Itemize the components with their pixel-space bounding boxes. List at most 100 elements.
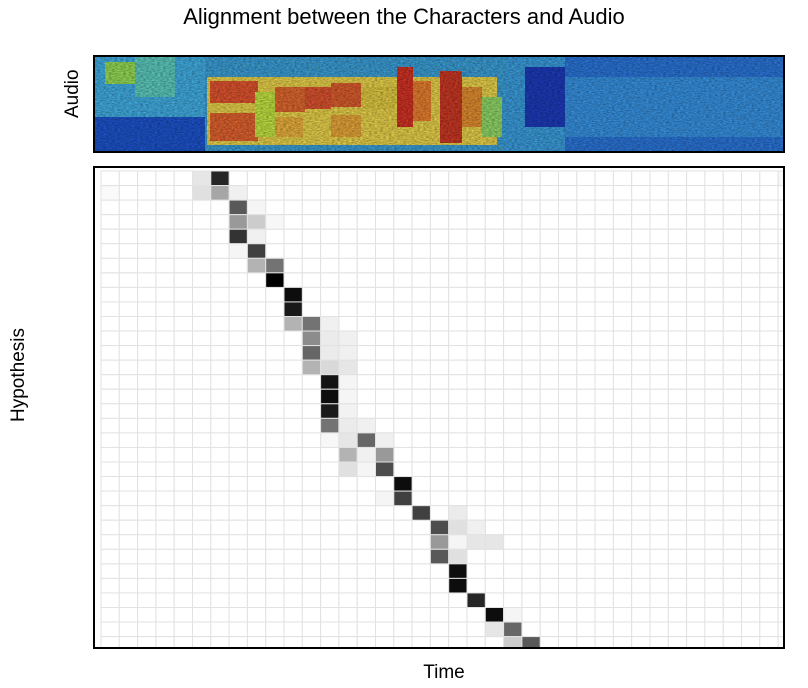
grid-cell xyxy=(173,592,193,609)
grid-cell xyxy=(411,345,431,361)
grid-cell xyxy=(759,403,779,419)
grid-cell xyxy=(503,185,523,201)
grid-cell xyxy=(649,548,669,565)
grid-cell xyxy=(521,330,541,347)
grid-cell xyxy=(576,636,596,647)
grid-cell xyxy=(576,592,596,609)
grid-cell xyxy=(686,403,706,419)
grid-cell xyxy=(192,505,212,521)
grid-cell xyxy=(484,490,505,507)
grid-cell xyxy=(265,374,285,390)
grid-cell xyxy=(100,607,120,623)
grid-cell xyxy=(722,548,743,565)
grid-cell xyxy=(155,636,175,647)
grid-cell xyxy=(777,257,783,274)
grid-cell xyxy=(521,476,541,492)
grid-cell xyxy=(741,621,761,638)
grid-cell xyxy=(539,476,560,492)
grid-cell xyxy=(118,330,139,347)
grid-cell xyxy=(576,417,596,434)
grid-cell xyxy=(100,577,120,594)
grid-cell xyxy=(521,417,541,434)
grid-cell xyxy=(429,243,450,259)
grid-cell xyxy=(228,592,248,609)
grid-cell xyxy=(759,621,779,638)
grid-cell xyxy=(631,214,651,230)
grid-cell xyxy=(393,505,413,521)
grid-cell xyxy=(192,374,212,390)
grid-cell xyxy=(631,577,651,594)
grid-cell xyxy=(631,563,651,579)
alignment-cell xyxy=(265,214,285,230)
grid-cell xyxy=(448,316,468,332)
grid-cell xyxy=(320,185,340,201)
grid-cell xyxy=(576,403,596,419)
alignment-cell xyxy=(466,592,486,609)
grid-cell xyxy=(393,243,413,259)
grid-cell xyxy=(265,636,285,647)
grid-cell xyxy=(539,490,560,507)
heatmap-grid xyxy=(100,170,783,647)
grid-cell xyxy=(393,563,413,579)
grid-cell xyxy=(429,286,450,303)
grid-cell xyxy=(558,330,578,347)
grid-cell xyxy=(356,170,377,187)
grid-cell xyxy=(759,199,779,216)
grid-cell xyxy=(173,417,193,434)
alignment-cell xyxy=(484,621,505,638)
grid-cell xyxy=(393,388,413,405)
grid-cell xyxy=(448,403,468,419)
grid-cell xyxy=(539,607,560,623)
grid-cell xyxy=(521,490,541,507)
grid-cell xyxy=(228,476,248,492)
grid-cell xyxy=(759,170,779,187)
grid-cell xyxy=(521,388,541,405)
grid-cell xyxy=(649,345,669,361)
grid-cell xyxy=(631,286,651,303)
alignment-cell xyxy=(393,490,413,507)
grid-cell xyxy=(667,592,688,609)
grid-cell xyxy=(576,577,596,594)
grid-cell xyxy=(521,316,541,332)
grid-cell xyxy=(484,461,505,478)
grid-cell xyxy=(484,170,505,187)
alignment-cell xyxy=(503,621,523,638)
grid-cell xyxy=(722,621,743,638)
grid-cell xyxy=(777,388,783,405)
grid-cell xyxy=(210,446,230,463)
grid-cell xyxy=(338,214,358,230)
grid-cell xyxy=(503,446,523,463)
grid-cell xyxy=(283,272,303,288)
grid-cell xyxy=(704,359,724,376)
grid-cell xyxy=(594,563,614,579)
grid-cell xyxy=(686,432,706,448)
grid-cell xyxy=(283,490,303,507)
grid-cell xyxy=(375,359,395,376)
grid-cell xyxy=(320,170,340,187)
grid-cell xyxy=(429,170,450,187)
grid-cell xyxy=(777,330,783,347)
grid-cell xyxy=(594,534,614,550)
grid-cell xyxy=(210,243,230,259)
grid-cell xyxy=(686,621,706,638)
grid-cell xyxy=(558,286,578,303)
grid-cell xyxy=(338,490,358,507)
grid-cell xyxy=(375,257,395,274)
grid-cell xyxy=(704,490,724,507)
grid-cell xyxy=(265,359,285,376)
grid-cell xyxy=(173,330,193,347)
grid-cell xyxy=(539,272,560,288)
alignment-cell xyxy=(210,185,230,201)
grid-cell xyxy=(539,185,560,201)
grid-cell xyxy=(649,214,669,230)
grid-cell xyxy=(137,185,157,201)
grid-cell xyxy=(393,534,413,550)
alignment-cell xyxy=(484,534,505,550)
grid-cell xyxy=(118,461,139,478)
alignment-cell xyxy=(448,548,468,565)
grid-cell xyxy=(283,519,303,536)
grid-cell xyxy=(173,316,193,332)
grid-cell xyxy=(722,257,743,274)
grid-cell xyxy=(155,548,175,565)
grid-cell xyxy=(722,388,743,405)
